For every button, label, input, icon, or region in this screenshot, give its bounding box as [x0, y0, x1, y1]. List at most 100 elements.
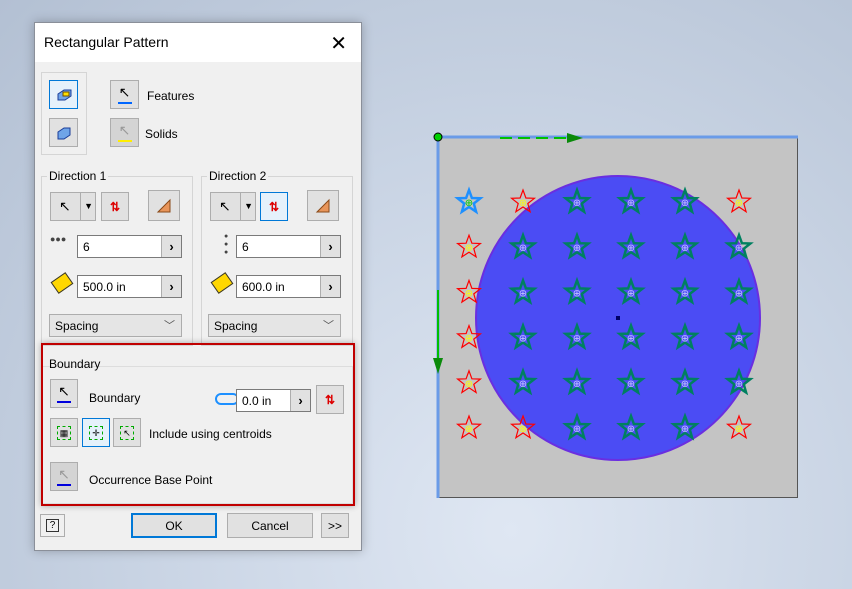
pattern-star-included[interactable] [562, 321, 592, 351]
dropdown-arrow-icon: ▼ [240, 193, 253, 220]
pattern-star-included[interactable] [562, 412, 592, 441]
direction-1-select-button[interactable]: ↖ ▼ [50, 192, 96, 221]
pattern-star-excluded[interactable] [725, 188, 753, 214]
pattern-star-included[interactable] [670, 276, 700, 305]
include-select-button[interactable]: ↖ [113, 418, 141, 447]
pattern-star-included[interactable] [562, 367, 592, 396]
centroid-marker-icon: ⊕ [519, 243, 527, 254]
pattern-star-included[interactable] [724, 367, 754, 396]
direction-1-count-input[interactable]: 6 › [77, 235, 182, 258]
pattern-star-included[interactable] [508, 276, 538, 305]
direction-2-flip-button[interactable]: ⇅ [260, 192, 288, 221]
centroid-marker-icon: ⊕ [681, 334, 689, 345]
pattern-star-included[interactable] [724, 321, 754, 351]
include-mode-label: Include using centroids [149, 427, 272, 441]
pattern-star-included[interactable] [670, 231, 700, 260]
centroid-marker-icon: ⊕ [735, 288, 743, 299]
ok-button[interactable]: OK [131, 513, 217, 538]
boundary-highlight [41, 343, 355, 506]
pattern-star-included[interactable] [670, 186, 700, 215]
include-centroids-button[interactable]: ✛ [82, 418, 110, 447]
direction-2-arrow-icon [433, 358, 443, 374]
centroid-marker-icon: ⊕ [519, 334, 527, 345]
pattern-star-excluded[interactable] [455, 278, 483, 304]
chevron-right-icon[interactable]: › [320, 276, 340, 297]
direction-2-select-button[interactable]: ↖ ▼ [210, 192, 256, 221]
boundary-select-button[interactable]: ↖ [50, 379, 78, 408]
pattern-star-included[interactable] [616, 367, 646, 396]
direction-1-spacing-input[interactable]: 500.0 in › [77, 275, 182, 298]
direction-1-method-select[interactable]: Spacing ﹀ [49, 314, 182, 337]
boundary-flip-button[interactable]: ⇅ [316, 385, 344, 414]
base-point-select-button[interactable]: ↖ [50, 462, 78, 491]
pattern-star-included[interactable] [670, 367, 700, 396]
pattern-features-button[interactable] [49, 80, 78, 109]
pattern-star-included[interactable] [616, 231, 646, 260]
direction-2-spacing-input[interactable]: 600.0 in › [236, 275, 341, 298]
boundary-offset-input[interactable]: 0.0 in › [236, 389, 311, 412]
pattern-star-base[interactable] [454, 186, 484, 215]
pattern-star-included[interactable] [508, 231, 538, 260]
pattern-star-included[interactable] [670, 321, 700, 351]
pattern-star-included[interactable] [508, 321, 538, 351]
direction-1-flip-button[interactable]: ⇅ [101, 192, 129, 221]
chevron-right-icon[interactable]: › [320, 236, 340, 257]
cancel-button[interactable]: Cancel [227, 513, 313, 538]
chevron-right-icon[interactable]: › [290, 390, 310, 411]
pattern-star-included[interactable] [508, 367, 538, 396]
centroid-marker-icon: ⊕ [465, 379, 473, 390]
centroid-marker-icon: ⊕ [627, 334, 635, 345]
centroid-marker-icon: ⊕ [627, 424, 635, 435]
centroid-marker-icon: ⊕ [681, 243, 689, 254]
direction-2-count-input[interactable]: 6 › [236, 235, 341, 258]
pattern-star-excluded[interactable] [509, 414, 537, 440]
centroid-marker-icon: ⊕ [573, 198, 581, 209]
centroid-marker-icon: ⊕ [681, 288, 689, 299]
solid-body-icon [57, 127, 70, 139]
pattern-star-included[interactable] [724, 231, 754, 260]
centroid-marker-icon: ⊕ [735, 424, 743, 435]
pattern-star-excluded[interactable] [455, 233, 483, 259]
pattern-star-included[interactable] [616, 186, 646, 215]
cursor-arrow-icon: ↖ [219, 198, 231, 214]
title-bar: Rectangular Pattern ✕ [35, 23, 361, 62]
centroid-marker-icon: ⊕ [735, 243, 743, 254]
include-all-button[interactable]: ▦ [50, 418, 78, 447]
direction-1-midplane-button[interactable] [148, 190, 180, 221]
pattern-star-included[interactable] [724, 276, 754, 305]
pattern-star-included[interactable] [562, 186, 592, 215]
features-select-button[interactable]: ↖ [110, 80, 139, 109]
features-solid-icon [57, 89, 71, 100]
solids-select-button[interactable]: ↖ [110, 118, 139, 147]
centroid-marker-icon: ⊕ [519, 288, 527, 299]
pattern-solids-button[interactable] [49, 118, 78, 147]
pattern-star-excluded[interactable] [455, 414, 483, 440]
pattern-star-excluded[interactable] [509, 188, 537, 214]
origin-point [433, 132, 443, 142]
help-icon: ? [45, 519, 60, 532]
chevron-right-icon[interactable]: › [161, 236, 181, 257]
pattern-star-excluded[interactable] [455, 323, 483, 349]
close-icon[interactable]: ✕ [330, 31, 347, 55]
pattern-star-excluded[interactable] [725, 414, 753, 440]
direction-2-midplane-button[interactable] [307, 190, 339, 221]
count-dots-horizontal-icon: ●●● [50, 234, 67, 244]
pattern-star-included[interactable] [616, 321, 646, 351]
dropdown-arrow-icon: ▼ [80, 193, 93, 220]
pattern-star-included[interactable] [562, 231, 592, 260]
chevron-right-icon[interactable]: › [161, 276, 181, 297]
direction-1-group [41, 176, 193, 346]
centroid-marker-icon: ⊕ [519, 424, 527, 435]
more-options-button[interactable]: >> [321, 513, 349, 538]
pattern-star-included[interactable] [616, 276, 646, 305]
circle-center-point [616, 316, 620, 320]
grid-select-icon: ↖ [120, 425, 134, 440]
centroid-marker-icon: ⊕ [573, 334, 581, 345]
pattern-star-included[interactable] [562, 276, 592, 305]
direction-2-method-select[interactable]: Spacing ﹀ [208, 314, 341, 337]
pattern-star-excluded[interactable] [455, 369, 483, 394]
help-button[interactable]: ? [40, 514, 65, 537]
pattern-star-included[interactable] [616, 412, 646, 441]
pattern-star-included[interactable] [670, 412, 700, 441]
